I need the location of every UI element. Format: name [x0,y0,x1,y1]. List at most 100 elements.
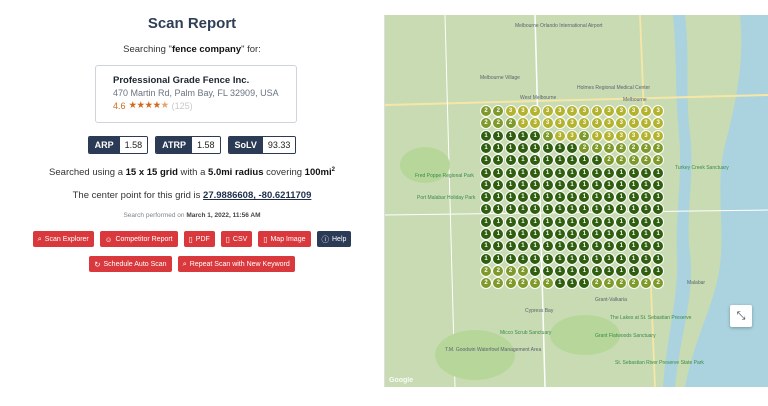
rank-pin[interactable]: 2 [492,277,505,290]
rank-pin[interactable]: 1 [627,264,640,277]
rank-pin[interactable]: 1 [553,141,566,154]
rank-pin[interactable]: 1 [627,215,640,228]
rank-pin[interactable]: 1 [516,240,529,253]
rank-pin[interactable]: 2 [504,117,517,130]
rank-pin[interactable]: 1 [615,252,628,265]
rank-pin[interactable]: 1 [529,129,542,142]
rank-pin[interactable]: 3 [578,117,591,130]
rank-pin[interactable]: 2 [639,141,652,154]
rank-pin[interactable]: 1 [480,203,492,216]
rank-pin[interactable]: 1 [566,277,579,290]
rank-pin[interactable]: 2 [627,141,640,154]
rank-pin[interactable]: 3 [652,129,665,142]
rank-pin[interactable]: 1 [541,178,554,191]
rank-pin[interactable]: 1 [627,252,640,265]
rank-pin[interactable]: 2 [615,277,628,290]
rank-pin[interactable]: 1 [590,240,603,253]
rank-pin[interactable]: 3 [566,105,579,117]
rank-pin[interactable]: 1 [541,203,554,216]
rank-pin[interactable]: 1 [590,166,603,179]
center-coordinates-link[interactable]: 27.9886608, -80.6211709 [203,190,312,201]
rank-pin[interactable]: 1 [578,166,591,179]
pdf-button[interactable]: ▯ PDF [183,231,215,247]
rank-pin[interactable]: 3 [553,129,566,142]
rank-pin[interactable]: 1 [529,191,542,204]
rank-pin[interactable]: 1 [504,203,517,216]
rank-pin[interactable]: 2 [480,117,492,130]
rank-pin[interactable]: 1 [615,166,628,179]
rank-pin[interactable]: 2 [615,154,628,167]
rank-pin[interactable]: 2 [590,141,603,154]
rank-pin[interactable]: 1 [590,191,603,204]
rank-pin[interactable]: 1 [590,178,603,191]
rank-pin[interactable]: 3 [529,105,542,117]
rank-pin[interactable]: 2 [492,117,505,130]
rank-pin[interactable]: 1 [529,240,542,253]
rank-pin[interactable]: 3 [615,105,628,117]
rank-pin[interactable]: 1 [529,203,542,216]
rank-pin[interactable]: 1 [615,215,628,228]
rank-pin[interactable]: 1 [492,178,505,191]
rank-pin[interactable]: 1 [566,264,579,277]
rank-pin[interactable]: 1 [590,154,603,167]
rank-pin[interactable]: 3 [639,117,652,130]
rank-pin[interactable]: 1 [553,215,566,228]
rank-pin[interactable]: 1 [492,240,505,253]
rank-pin[interactable]: 1 [652,203,665,216]
competitor-report-button[interactable]: ☺ Competitor Report [99,231,178,247]
rank-pin[interactable]: 1 [492,252,505,265]
rank-pin[interactable]: 2 [578,129,591,142]
rank-pin[interactable]: 3 [541,117,554,130]
rank-pin[interactable]: 3 [590,117,603,130]
rank-pin[interactable]: 3 [639,105,652,117]
rank-pin[interactable]: 1 [603,166,615,179]
rank-pin[interactable]: 3 [627,117,640,130]
rank-pin[interactable]: 2 [492,105,505,117]
rank-pin[interactable]: 1 [516,203,529,216]
rank-pin[interactable]: 1 [652,228,665,240]
rank-pin[interactable]: 1 [566,228,579,240]
rank-pin[interactable]: 1 [516,141,529,154]
rank-pin[interactable]: 1 [603,203,615,216]
scan-explorer-button[interactable]: ⌕ Scan Explorer [32,231,94,247]
rank-pin[interactable]: 1 [492,228,505,240]
rank-pin[interactable]: 2 [480,264,492,277]
rank-pin[interactable]: 3 [603,105,615,117]
rank-pin[interactable]: 1 [480,191,492,204]
rank-pin[interactable]: 1 [553,203,566,216]
rank-pin[interactable]: 1 [529,166,542,179]
rank-pin[interactable]: 1 [615,203,628,216]
csv-button[interactable]: ▯ CSV [220,231,253,247]
rank-pin[interactable]: 1 [480,154,492,167]
rank-pin[interactable]: 1 [516,215,529,228]
rank-pin[interactable]: 1 [566,178,579,191]
rank-pin[interactable]: 1 [615,191,628,204]
rank-pin[interactable]: 3 [541,105,554,117]
rank-pin[interactable]: 1 [566,141,579,154]
rank-pin[interactable]: 1 [615,228,628,240]
rank-pin[interactable]: 1 [492,191,505,204]
rank-pin[interactable]: 1 [541,166,554,179]
rank-pin[interactable]: 2 [627,277,640,290]
rank-pin[interactable]: 1 [492,215,505,228]
rank-pin[interactable]: 1 [566,240,579,253]
rank-pin[interactable]: 3 [639,129,652,142]
rank-pin[interactable]: 1 [578,215,591,228]
rank-pin[interactable]: 1 [639,252,652,265]
rank-pin[interactable]: 1 [566,215,579,228]
rank-pin[interactable]: 1 [590,252,603,265]
rank-pin[interactable]: 1 [578,154,591,167]
rank-pin[interactable]: 1 [590,203,603,216]
rank-pin[interactable]: 1 [553,154,566,167]
rank-pin[interactable]: 3 [516,117,529,130]
rank-pin[interactable]: 3 [603,129,615,142]
rank-pin[interactable]: 1 [553,178,566,191]
rank-pin[interactable]: 1 [504,215,517,228]
rank-pin[interactable]: 1 [590,215,603,228]
rank-pin[interactable]: 2 [541,277,554,290]
rank-pin[interactable]: 1 [541,154,554,167]
rank-pin[interactable]: 2 [516,277,529,290]
rank-grid-map[interactable]: Melbourne Orlando International Airport … [384,15,768,387]
rank-pin[interactable]: 1 [652,166,665,179]
rank-pin[interactable]: 1 [615,264,628,277]
